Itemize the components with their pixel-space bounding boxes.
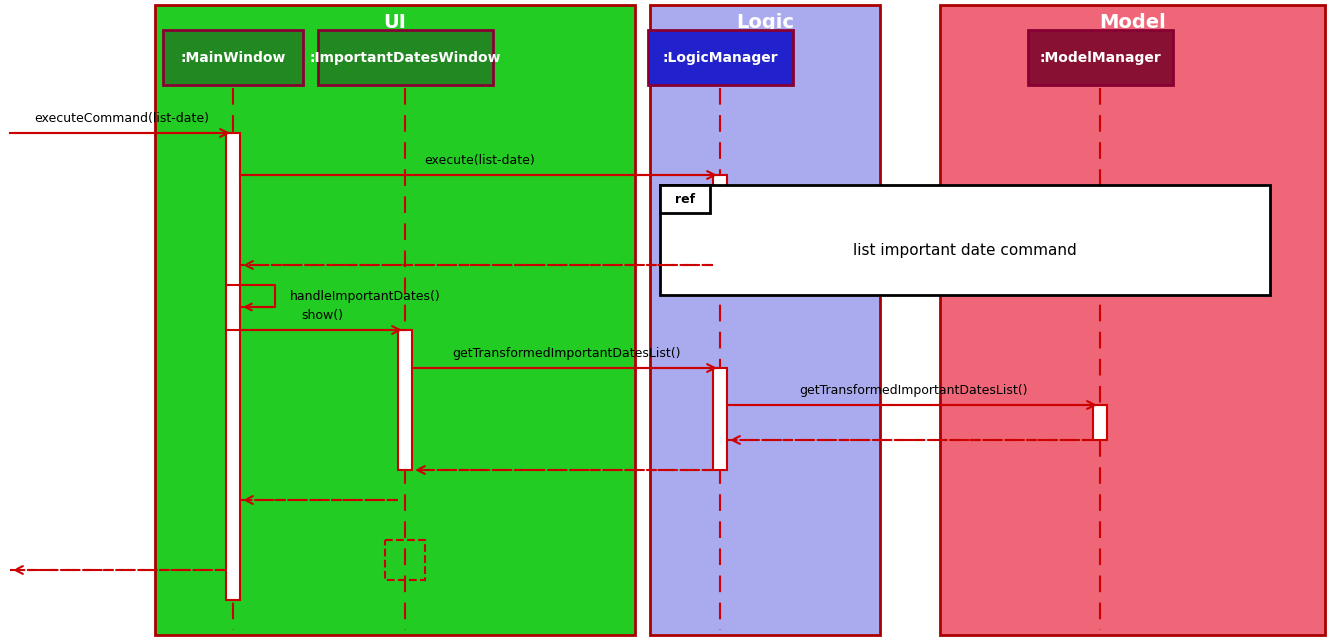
Text: :LogicManager: :LogicManager bbox=[662, 51, 778, 65]
Text: Model: Model bbox=[1099, 13, 1166, 31]
Bar bbox=[713, 175, 727, 265]
Text: Logic: Logic bbox=[737, 13, 794, 31]
Bar bbox=[385, 540, 425, 580]
Text: executeCommand(list-date): executeCommand(list-date) bbox=[35, 112, 209, 125]
Bar bbox=[1094, 405, 1107, 440]
Bar bbox=[226, 285, 240, 330]
Bar bbox=[647, 30, 793, 85]
Bar bbox=[1027, 30, 1172, 85]
Text: :ImportantDatesWindow: :ImportantDatesWindow bbox=[309, 51, 501, 65]
Bar bbox=[317, 30, 493, 85]
Bar bbox=[940, 5, 1325, 635]
Bar bbox=[713, 368, 727, 470]
Bar bbox=[226, 133, 240, 600]
Text: :ModelManager: :ModelManager bbox=[1039, 51, 1162, 65]
Text: ref: ref bbox=[675, 193, 695, 205]
Text: :MainWindow: :MainWindow bbox=[180, 51, 285, 65]
Text: list important date command: list important date command bbox=[852, 243, 1076, 257]
Text: handleImportantDates(): handleImportantDates() bbox=[290, 289, 441, 303]
Text: getTransformedImportantDatesList(): getTransformedImportantDatesList() bbox=[799, 384, 1028, 397]
Bar bbox=[659, 185, 710, 213]
Bar bbox=[398, 330, 412, 470]
Text: execute(list-date): execute(list-date) bbox=[425, 154, 535, 167]
Bar bbox=[650, 5, 880, 635]
Text: show(): show() bbox=[301, 309, 344, 322]
Text: UI: UI bbox=[384, 13, 406, 31]
Bar bbox=[163, 30, 302, 85]
Bar bbox=[155, 5, 635, 635]
Bar bbox=[659, 185, 1269, 295]
Text: getTransformedImportantDatesList(): getTransformedImportantDatesList() bbox=[452, 347, 681, 360]
